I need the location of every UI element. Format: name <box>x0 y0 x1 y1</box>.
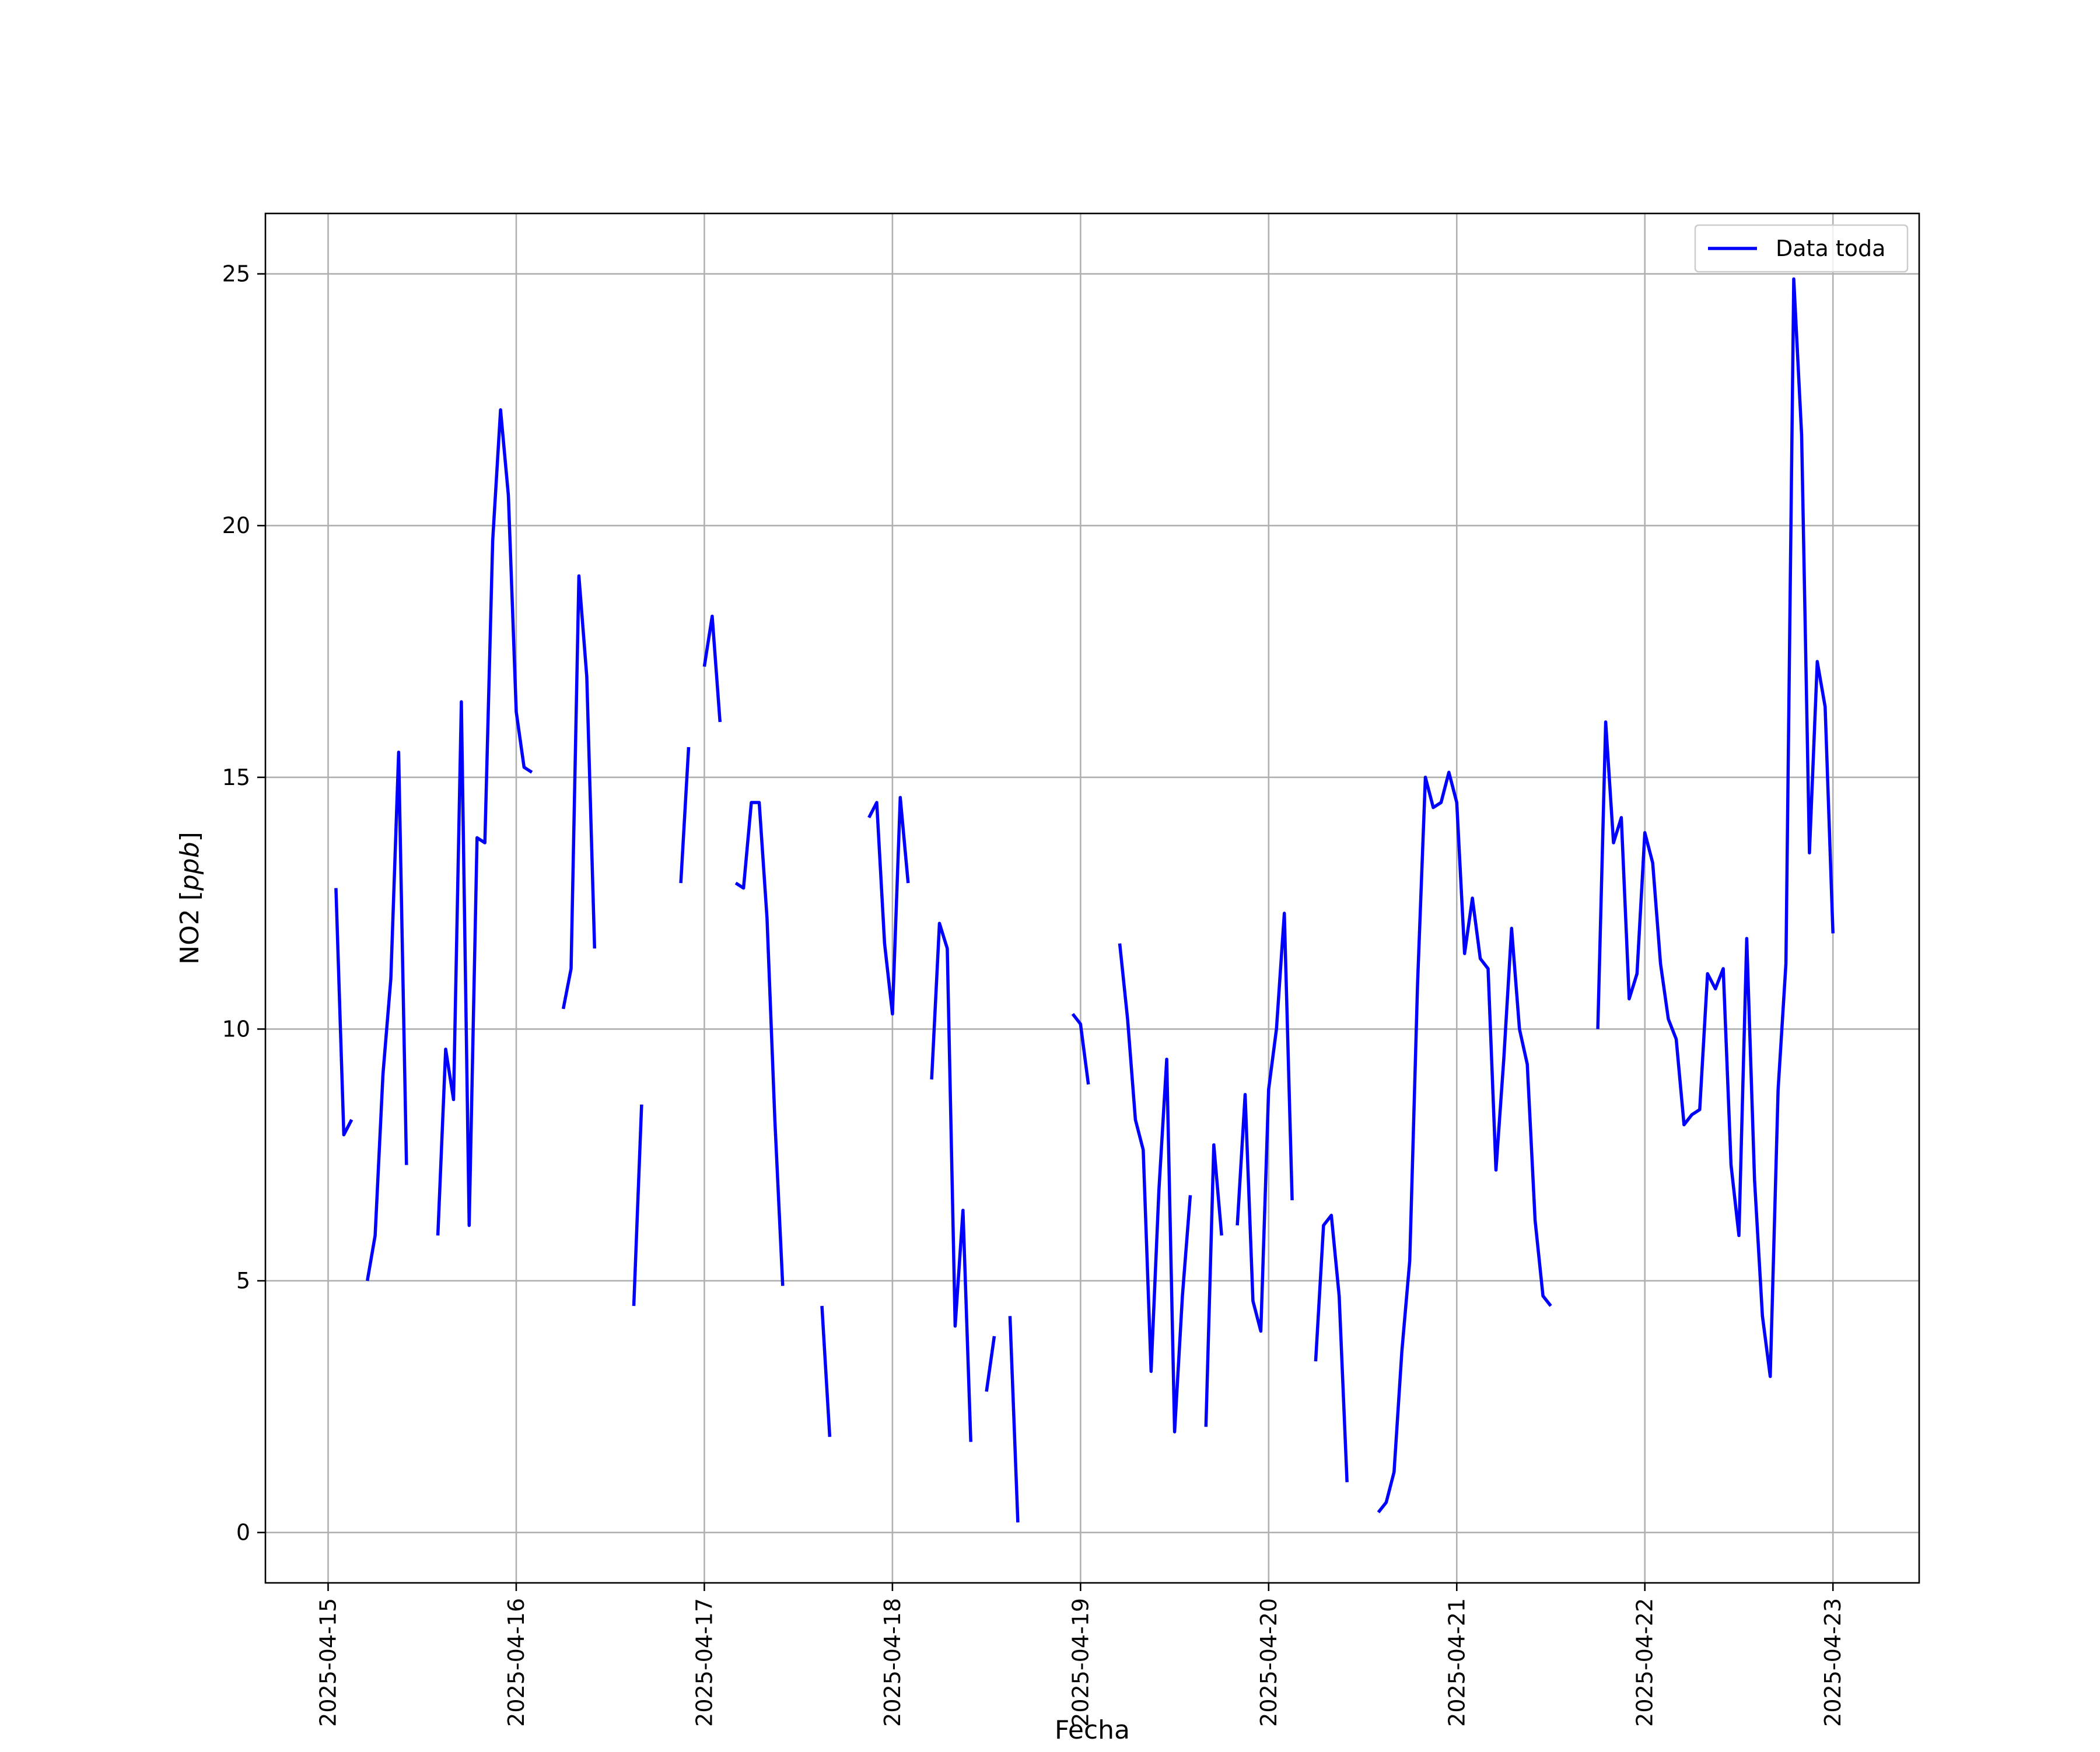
y-axis-label-prefix: NO2 [ <box>175 891 205 965</box>
x-tick-label: 2025-04-23 <box>1820 1598 1846 1727</box>
series-line-segment <box>1008 1316 1020 1523</box>
series-layer <box>334 277 1835 1523</box>
series-line-segment <box>1377 770 1552 1513</box>
x-tick-label: 2025-04-21 <box>1444 1598 1469 1727</box>
x-tick-label: 2025-04-18 <box>880 1598 905 1727</box>
x-tick-label: 2025-04-20 <box>1256 1598 1282 1727</box>
x-tick-label: 2025-04-16 <box>503 1598 529 1727</box>
x-tick-label: 2025-04-15 <box>315 1598 341 1727</box>
y-axis-label-suffix: ] <box>175 832 205 842</box>
series-line-segment <box>1118 943 1192 1434</box>
legend-box <box>1694 224 1909 273</box>
grid-lines <box>265 213 1919 1583</box>
y-tick-label: 15 <box>222 765 250 790</box>
series-line-segment <box>334 888 354 1137</box>
legend: Data toda <box>1694 224 1909 273</box>
y-axis-label: NO2 [ppb] <box>175 832 205 965</box>
x-axis-label: Fecha <box>1055 1715 1130 1745</box>
x-tick-label: 2025-04-19 <box>1068 1598 1093 1727</box>
legend-label-data-toda: Data toda <box>1776 236 1885 261</box>
series-line-segment <box>561 574 597 1010</box>
series-line-segment <box>1236 912 1294 1333</box>
series-line-segment <box>985 1336 996 1392</box>
y-tick-label: 5 <box>236 1268 250 1294</box>
plot-frame <box>264 212 1920 1584</box>
series-line-segment <box>632 1104 643 1306</box>
y-tick-label: 10 <box>222 1016 250 1042</box>
series-line-segment <box>1071 1012 1090 1085</box>
series-line-segment <box>820 1306 832 1437</box>
y-tick-label: 0 <box>236 1520 250 1546</box>
series-line-segment <box>1596 277 1835 1378</box>
series-line-segment <box>930 921 972 1442</box>
series-line-segment <box>702 614 722 723</box>
y-axis-label-unit: ppb <box>175 842 205 891</box>
y-tick-label: 20 <box>222 513 250 538</box>
series-line-segment <box>1314 1214 1349 1483</box>
series-line-segment <box>867 796 910 1016</box>
series-line-segment <box>436 408 533 1236</box>
y-tick-label: 25 <box>222 261 250 287</box>
axis-ticks: 2025-04-15 2025-04-16 2025-04-17 2025-04-18… <box>222 261 1846 1727</box>
series-line-segment <box>1204 1143 1223 1427</box>
series-line-segment <box>734 801 785 1286</box>
series-line-segment <box>679 747 691 884</box>
x-tick-label: 2025-04-22 <box>1632 1598 1658 1727</box>
series-line-segment <box>365 750 408 1281</box>
x-tick-label: 2025-04-17 <box>691 1598 717 1727</box>
